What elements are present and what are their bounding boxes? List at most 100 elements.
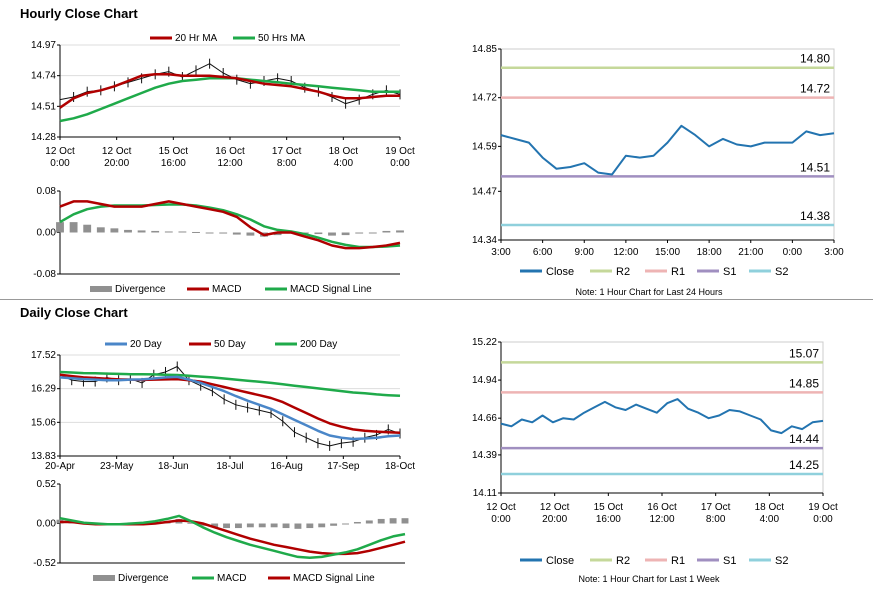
hourly-price-x-tick-label: 17 Oct 8:00 [272, 146, 302, 169]
daily-macd-divergence-bar [258, 523, 266, 528]
hourly-levels-close-line [500, 124, 835, 176]
hourly-macd-divergence-bar [396, 230, 404, 233]
hourly-price-x-tick-label: 12 Oct 0:00 [45, 146, 75, 169]
hourly-price-x-tick-label: 19 Oct 0:00 [385, 146, 415, 169]
hourly-price-price-segment [195, 63, 210, 71]
hourly-macd-divergence-bar [56, 222, 64, 233]
daily-levels-level-r2-label: 15.07 [789, 346, 819, 360]
hourly-levels-x-tick-label: 12:00 [613, 247, 638, 258]
daily-levels-y-tick-label: 15.22 [472, 337, 497, 348]
hourly-macd-divergence-bar [124, 229, 132, 233]
hourly-50hr-ma-line [59, 77, 400, 123]
daily-200-day-line [59, 370, 401, 398]
hourly-levels-x-tick-label: 0:00 [783, 247, 803, 258]
hourly-levels-level-r1-label: 14.72 [800, 82, 830, 96]
hourly-levels-legend-label-s1: S1 [723, 266, 736, 278]
daily-macd-divergence-bar [353, 521, 361, 524]
hourly-levels-x-tick-label: 15:00 [655, 247, 680, 258]
hourly-price-x-tick-label: 16 Oct 12:00 [215, 146, 245, 169]
daily-levels-close-line [500, 398, 824, 435]
hourly-macd-divergence-bar [355, 232, 364, 234]
daily-price-x-tick-label: 18-Jul [216, 461, 243, 472]
daily-levels-x-tick-label: 19 Oct 0:00 [808, 502, 838, 525]
hourly-section-title: Hourly Close Chart [20, 6, 138, 21]
hourly-macd-divergence-bar [69, 222, 78, 233]
hourly-levels-plot-area [500, 48, 835, 241]
daily-macd-divergence-bar [306, 523, 314, 529]
hourly-price-x-tick-label: 18 Oct 4:00 [329, 146, 359, 169]
hourly-macd-divergence-bar [151, 230, 160, 233]
daily-macd-divergence-bar [401, 518, 409, 524]
daily-20-day-legend-label: 20 Day [130, 339, 162, 350]
daily-levels-plot-area [500, 341, 824, 494]
daily-20-day-line [59, 375, 401, 441]
daily-price-x-tick-label: 20-Apr [45, 461, 76, 472]
daily-macd-divergence-bar [211, 523, 219, 528]
daily-macd-divergence-bar [187, 522, 195, 524]
hourly-price-x-tick-label: 15 Oct 16:00 [159, 146, 189, 169]
daily-price-x-tick-label: 23-May [100, 461, 133, 472]
hourly-price-price-segment [59, 96, 74, 101]
hourly-levels-y-tick-label: 14.59 [472, 141, 497, 152]
hourly-levels-legend-label-r1: R1 [671, 266, 685, 278]
daily-macd-divergence-bar [389, 518, 397, 524]
daily-macd-divergence-bar [234, 523, 242, 529]
hourly-20hr-ma-line [59, 73, 400, 109]
daily-levels-y-tick-label: 14.66 [472, 413, 497, 424]
daily-macd-legend-label: MACD [217, 573, 246, 584]
hourly-20hr-ma-legend-label: 20 Hr MA [175, 33, 218, 44]
daily-price-price-segment [282, 420, 295, 433]
daily-levels-x-tick-label: 16 Oct 12:00 [647, 502, 677, 525]
daily-price-price-segment [223, 398, 237, 406]
daily-levels-x-tick-label: 17 Oct 8:00 [701, 502, 731, 525]
daily-levels-level-s1-label: 14.44 [789, 432, 819, 446]
hourly-levels-level-s1-label: 14.51 [800, 160, 830, 174]
daily-divergence-legend-label: Divergence [118, 573, 169, 584]
hourly-price-price-segment [127, 77, 142, 83]
daily-price-x-tick-label: 16-Aug [271, 461, 303, 472]
hourly-price-x-tick-label: 12 Oct 20:00 [102, 146, 132, 169]
daily-levels-x-tick-label: 12 Oct 20:00 [540, 502, 570, 525]
hourly-levels-legend-label-s2: S2 [775, 266, 788, 278]
daily-levels-y-tick-label: 14.11 [473, 488, 498, 499]
hourly-levels-x-tick-label: 21:00 [738, 247, 763, 258]
hourly-macd-divergence-bar [96, 227, 105, 233]
daily-price-x-tick-label: 18-Oct [385, 461, 415, 472]
hourly-levels-legend-label-close: Close [546, 266, 574, 278]
hourly-macd-divergence-bar [314, 232, 323, 235]
daily-macd-divergence-bar [318, 523, 326, 528]
daily-macd-y-tick-label: 0.52 [37, 479, 57, 490]
daily-price-price-segment [317, 442, 330, 447]
daily-macd-divergence-bar [365, 520, 373, 524]
hourly-levels-legend-label-r2: R2 [616, 266, 630, 278]
hourly-macd-divergence-bar [164, 231, 173, 233]
hourly-levels-x-tick-label: 6:00 [533, 247, 553, 258]
hourly-price-y-tick-label: 14.97 [31, 40, 56, 51]
hourly-levels-y-tick-label: 14.72 [472, 93, 497, 104]
daily-levels-legend-label-s1: S1 [723, 555, 736, 567]
daily-levels-legend-label-close: Close [546, 555, 574, 567]
daily-price-price-segment [200, 385, 213, 392]
hourly-levels-y-tick-label: 14.47 [472, 186, 497, 197]
daily-macd-divergence-bar [330, 523, 338, 526]
hourly-price-price-segment [331, 96, 346, 105]
daily-macd-divergence-bar [342, 523, 349, 525]
hourly-macd-divergence-bar [205, 232, 214, 234]
daily-price-x-tick-label: 18-Jun [158, 461, 189, 472]
hourly-macd-divergence-bar [232, 232, 241, 235]
hourly-levels-x-tick-label: 18:00 [697, 247, 722, 258]
hourly-macd-legend-label: MACD [212, 284, 241, 295]
hourly-macd-divergence-bar [382, 230, 391, 233]
hourly-price-price-segment [236, 79, 251, 85]
daily-price-price-segment [329, 442, 342, 447]
hourly-macd-divergence-bar [341, 232, 350, 236]
section-divider [0, 299, 873, 300]
daily-200-day-legend-label: 200 Day [300, 339, 337, 350]
daily-levels-level-r1-label: 14.85 [789, 376, 819, 390]
daily-50-day-line [59, 373, 401, 434]
daily-price-price-segment [294, 431, 307, 439]
daily-levels-y-tick-label: 14.94 [472, 375, 497, 386]
daily-price-price-segment [165, 366, 178, 373]
hourly-levels-note: Note: 1 Hour Chart for Last 24 Hours [575, 287, 723, 297]
